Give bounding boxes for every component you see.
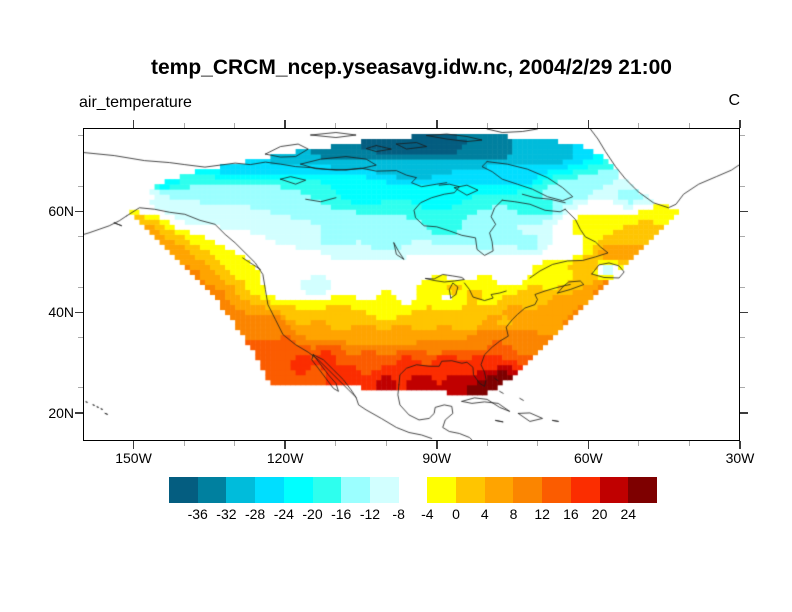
colorbar-label: -28 xyxy=(244,506,266,522)
colorbar-box xyxy=(255,477,285,503)
y-minor-tick xyxy=(78,135,83,137)
y-major-tick xyxy=(75,210,83,213)
colorbar-label: 24 xyxy=(620,506,637,522)
colorbar-label: -12 xyxy=(359,506,381,522)
x-major-tick xyxy=(739,441,741,449)
y-minor-tick-right xyxy=(740,185,745,187)
x-minor-tick xyxy=(638,441,640,446)
y-major-tick xyxy=(75,412,83,414)
x-axis-tick-label: 30W xyxy=(725,450,755,466)
x-major-tick-top xyxy=(132,120,135,128)
y-axis-tick-label: 20N xyxy=(48,405,74,422)
x-major-tick-top xyxy=(436,120,438,128)
x-minor-tick xyxy=(183,441,185,446)
colorbar-label: 20 xyxy=(591,506,608,522)
x-minor-tick xyxy=(688,441,690,446)
temperature-map-canvas xyxy=(84,129,739,440)
y-minor-tick xyxy=(78,286,83,288)
colorbar-box xyxy=(542,477,572,503)
y-major-tick xyxy=(75,311,83,314)
colorbar-box xyxy=(513,477,543,503)
colorbar-box xyxy=(169,477,199,503)
x-axis-tick-label: 150W xyxy=(115,450,152,466)
x-minor-tick xyxy=(537,441,539,446)
colorbar-box xyxy=(283,477,314,503)
colorbar-box xyxy=(369,477,400,503)
y-minor-tick xyxy=(78,185,83,187)
colorbar-box xyxy=(599,477,629,503)
colorbar-label: -4 xyxy=(421,506,434,522)
colorbar-label: 0 xyxy=(452,506,460,522)
x-minor-tick xyxy=(234,441,236,446)
y-minor-tick-right xyxy=(740,286,745,288)
colorbar-box xyxy=(197,477,227,503)
variable-label: air_temperature xyxy=(79,94,192,111)
colorbar-box xyxy=(341,477,371,503)
x-major-tick-top xyxy=(739,120,741,128)
colorbar-label: -32 xyxy=(216,506,237,522)
colorbar-label: 12 xyxy=(534,506,550,522)
colorbar-box xyxy=(456,477,486,503)
x-axis-tick-label: 120W xyxy=(266,450,304,466)
x-major-tick xyxy=(436,441,438,449)
colorbar-label: 8 xyxy=(509,506,518,522)
y-major-tick-right xyxy=(740,311,748,314)
colorbar-label: 16 xyxy=(563,506,579,522)
x-minor-tick-top xyxy=(234,123,236,128)
y-major-tick-right xyxy=(740,412,748,414)
colorbar-label: -24 xyxy=(273,506,294,522)
x-major-tick xyxy=(587,441,590,449)
y-minor-tick xyxy=(78,236,83,238)
colorbar-box xyxy=(570,477,601,503)
x-axis-tick-label: 90W xyxy=(422,450,452,466)
map-plot-area xyxy=(83,128,740,441)
colorbar-label: -36 xyxy=(187,506,208,522)
x-minor-tick-top xyxy=(183,123,185,128)
x-minor-tick xyxy=(335,441,337,446)
y-minor-tick xyxy=(78,337,83,338)
colorbar-box xyxy=(628,477,658,503)
x-minor-tick-top xyxy=(688,123,690,128)
x-major-tick-top xyxy=(587,120,590,128)
x-minor-tick xyxy=(486,441,488,446)
x-minor-tick-top xyxy=(537,123,539,128)
y-axis-tick-label: 40N xyxy=(48,304,74,321)
units-label: C xyxy=(728,92,740,109)
colorbar-label: -8 xyxy=(392,506,405,522)
colorbar-box xyxy=(312,477,342,503)
y-minor-tick-right xyxy=(740,387,745,389)
y-minor-tick-right xyxy=(740,337,745,338)
y-major-tick-right xyxy=(740,210,748,213)
x-axis-tick-label: 60W xyxy=(573,450,603,466)
x-major-tick xyxy=(132,441,135,449)
colorbar-label: 4 xyxy=(480,506,489,522)
colorbar-label: -20 xyxy=(302,506,323,522)
x-major-tick xyxy=(284,441,286,449)
x-minor-tick xyxy=(385,441,387,446)
figure-title: temp_CRCM_ncep.yseasavg.idw.nc, 2004/2/2… xyxy=(151,56,672,79)
y-minor-tick-right xyxy=(740,135,745,137)
colorbar-label: -16 xyxy=(331,506,352,522)
x-major-tick-top xyxy=(284,120,286,128)
x-minor-tick-top xyxy=(335,123,337,128)
y-minor-tick xyxy=(78,387,83,389)
colorbar-box xyxy=(427,477,457,503)
x-minor-tick-top xyxy=(385,123,387,128)
colorbar-box xyxy=(226,477,256,503)
colorbar-box xyxy=(484,477,514,503)
y-minor-tick-right xyxy=(740,236,745,238)
y-axis-tick-label: 60N xyxy=(48,203,74,220)
x-minor-tick-top xyxy=(638,123,640,128)
x-minor-tick-top xyxy=(486,123,488,128)
colorbar-box xyxy=(398,477,428,503)
